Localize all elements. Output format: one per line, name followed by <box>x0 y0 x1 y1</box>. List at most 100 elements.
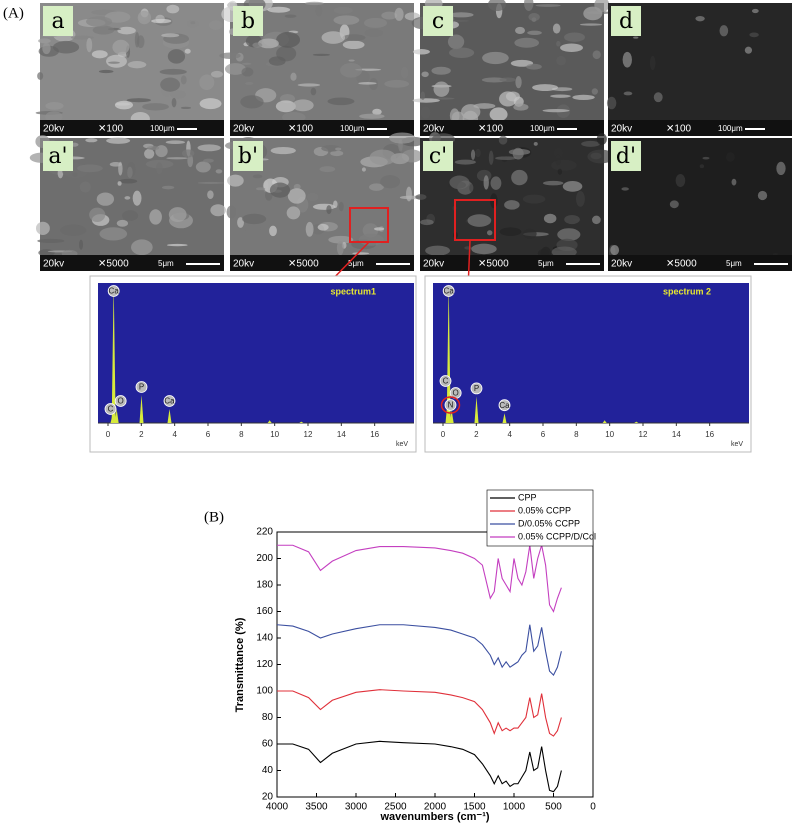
sem-texture <box>587 149 615 164</box>
scale-text: 100μm <box>150 124 175 133</box>
spectrum-plot <box>433 283 749 423</box>
x-tick-label: 3000 <box>345 802 368 813</box>
sem-texture <box>543 213 557 224</box>
sem-texture <box>564 32 585 42</box>
sem-texture <box>252 174 263 179</box>
x-tick-label: 500 <box>545 802 562 813</box>
spectrum-tick-label: 14 <box>337 430 346 439</box>
x-tick-label: 1000 <box>503 802 526 813</box>
sem-texture <box>336 181 364 185</box>
spectrum-peak <box>502 413 507 423</box>
scale-bar <box>186 263 220 265</box>
sem-texture <box>358 82 377 85</box>
sem-texture <box>513 103 529 111</box>
element-label: O <box>118 397 124 406</box>
y-tick-label: 60 <box>262 739 274 750</box>
spectrum-tick-label: 14 <box>672 430 681 439</box>
element-label: Ca <box>109 287 120 296</box>
sem-texture <box>592 50 601 60</box>
spectrum-peak <box>449 410 454 423</box>
panel-label: (B) <box>204 509 224 525</box>
spectrum-tick-label: 2 <box>139 430 144 439</box>
sem-texture <box>594 0 610 13</box>
sem-texture <box>42 42 51 55</box>
sem-texture <box>420 91 426 100</box>
spectrum-peak <box>446 283 451 423</box>
sem-texture <box>312 203 336 210</box>
sem-texture <box>447 34 465 50</box>
spectrum-peak <box>447 416 452 423</box>
y-tick-label: 120 <box>256 659 273 670</box>
element-label: C <box>108 405 114 414</box>
highlight-circle <box>440 396 461 414</box>
scale-text: 100μm <box>340 124 365 133</box>
spectrum-peak <box>139 395 144 423</box>
sem-texture <box>358 233 384 246</box>
sem-texture <box>184 48 191 54</box>
sem-texture <box>575 191 585 207</box>
sem-texture <box>134 32 140 48</box>
sem-texture <box>137 10 152 25</box>
sem-texture <box>532 84 559 91</box>
spectrum-tick-label: 16 <box>705 430 714 439</box>
legend-label: 0.05% CCPP/D/Col <box>518 531 596 541</box>
voltage: 20kv <box>611 259 632 270</box>
sem-texture <box>449 47 475 59</box>
sem-texture <box>633 36 639 39</box>
sem-texture <box>515 76 522 89</box>
scale-text: 5μm <box>158 259 174 268</box>
sem-texture <box>170 90 187 99</box>
sem-texture <box>449 175 470 190</box>
sem-texture <box>117 26 136 35</box>
sem-texture <box>515 26 525 35</box>
y-tick-label: 20 <box>262 792 274 803</box>
sem-texture <box>572 94 595 101</box>
element-badge <box>470 382 483 395</box>
sem-texture <box>327 97 355 106</box>
sem-texture <box>467 214 492 227</box>
spectrum-peak <box>111 283 116 423</box>
sem-texture <box>126 98 151 103</box>
spectrum-title: spectrum1 <box>330 286 376 296</box>
legend-label: CPP <box>518 492 537 502</box>
series-line <box>277 689 562 737</box>
voltage: 20kv <box>233 259 254 270</box>
spectrum-tick-label: 6 <box>541 430 546 439</box>
panel-label: (A) <box>3 5 24 21</box>
sem-texture <box>772 253 778 256</box>
sem-texture <box>199 74 215 91</box>
sem-texture <box>317 223 329 231</box>
sem-texture <box>499 77 516 83</box>
info-strip <box>230 255 414 271</box>
sem-texture <box>165 140 186 145</box>
sem-texture <box>528 13 540 22</box>
sem-texture <box>448 12 474 18</box>
sem-texture <box>180 106 192 110</box>
element-label: P <box>474 384 479 393</box>
sem-texture <box>186 19 199 28</box>
sem-texture <box>79 181 91 193</box>
sem-texture <box>562 180 583 192</box>
spectrum-tick-label: 8 <box>574 430 579 439</box>
sem-texture <box>197 144 221 152</box>
sem-texture <box>352 252 370 255</box>
sem-texture <box>106 54 127 68</box>
sem-texture <box>452 19 469 22</box>
element-badge <box>104 403 117 415</box>
sem-texture <box>719 25 729 37</box>
sem-texture <box>524 0 534 12</box>
sem-texture <box>731 178 737 186</box>
sem-texture <box>85 138 98 143</box>
sem-texture <box>621 187 629 191</box>
element-badge <box>439 375 452 387</box>
sem-texture <box>340 62 363 78</box>
sem-texture <box>425 245 451 256</box>
sem-texture <box>151 18 172 24</box>
sem-texture <box>119 178 138 184</box>
letter-box <box>423 141 453 171</box>
sem-texture <box>91 50 108 59</box>
sem-texture <box>161 33 180 38</box>
scale-text: 100μm <box>718 124 743 133</box>
sem-texture <box>523 228 537 239</box>
y-tick-label: 40 <box>262 765 274 776</box>
